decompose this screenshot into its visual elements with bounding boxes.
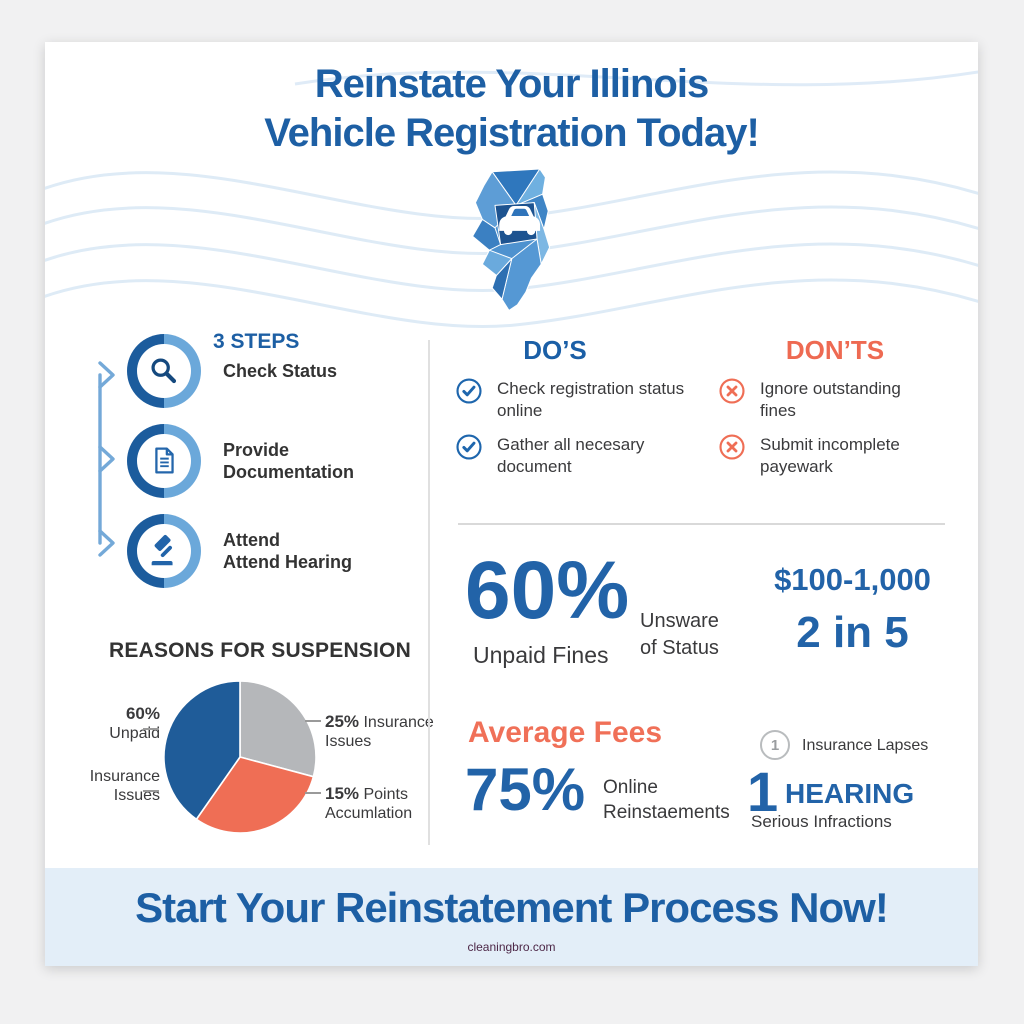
insurance-lapses-label: Insurance Lapses xyxy=(802,737,929,754)
serious-infractions-label: Serious Infractions xyxy=(751,812,892,831)
donts-heading: DON’TS xyxy=(785,335,885,365)
vertical-divider xyxy=(428,340,430,845)
suspension-pie xyxy=(163,680,317,834)
pie-tick xyxy=(143,790,159,792)
cta-text: Start Your Reinstatement Process Now! xyxy=(135,884,889,931)
suspension-pie-area: 60% Unpaid Insurance Issues 25% Insuranc… xyxy=(65,672,465,902)
pie-chart-title: REASONS FOR SUSPENSION xyxy=(109,639,411,662)
dos-heading: DO’S xyxy=(523,335,587,365)
do-item: Check registration status online xyxy=(455,378,705,422)
do-item-text: Check registration status online xyxy=(497,379,685,421)
check-circle-icon xyxy=(456,434,482,460)
pie-label-unpaid: 60% Unpaid xyxy=(109,704,160,743)
stat-two-in-five: 2 in 5 xyxy=(796,608,909,657)
stat-fee-range: $100-1,000 xyxy=(774,562,931,597)
stat-unpaid-pct: 60% xyxy=(465,545,630,636)
horizontal-divider xyxy=(458,523,945,525)
hearing-label: HEARING xyxy=(785,778,915,809)
average-fees-heading: Average Fees xyxy=(468,716,663,749)
dont-item-text: Submit incomplete payewark xyxy=(760,435,900,477)
pie-label-insurance-left: Insurance Issues xyxy=(89,768,160,805)
step-attend-hearing: Attend Attend Hearing xyxy=(127,514,354,588)
dont-item-text: Ignore outstanding fines xyxy=(760,379,901,421)
steps-bracket xyxy=(98,361,115,557)
step-label: Check Status xyxy=(223,360,338,381)
cta-banner: Start Your Reinstatement Process Now! cl… xyxy=(45,868,978,966)
number-one-badge: 1 xyxy=(760,730,790,760)
document-icon xyxy=(155,447,174,474)
pie-tick xyxy=(143,728,159,730)
check-circle-icon xyxy=(456,378,482,404)
step-check-status: Check Status xyxy=(127,334,354,408)
gavel-icon xyxy=(151,534,173,566)
cross-circle-icon xyxy=(719,378,745,404)
dont-item: Submit incomplete payewark xyxy=(718,434,928,478)
infographic-card: Reinstate Your Illinois Vehicle Registra… xyxy=(45,42,978,966)
cross-circle-icon xyxy=(719,434,745,460)
page-title: Reinstate Your Illinois Vehicle Registra… xyxy=(45,60,978,158)
magnifier-icon xyxy=(151,358,177,384)
illinois-map xyxy=(453,164,593,314)
stat-online-pct: 75% xyxy=(465,756,586,823)
stat-unpaid-label: Unpaid Fines xyxy=(473,642,609,668)
dont-item: Ignore outstanding fines xyxy=(718,378,928,422)
car-icon xyxy=(499,205,541,236)
pie-tick xyxy=(305,792,321,794)
pie-tick xyxy=(305,720,321,722)
stat-unaware-label: Unsware of Status xyxy=(640,610,719,659)
step-label: Attend Attend Hearing xyxy=(223,529,353,573)
page-title-line1: Reinstate Your Illinois xyxy=(314,62,709,106)
page-title-line2: Vehicle Registration Today! xyxy=(264,111,760,155)
step-label: Provide Documentation xyxy=(223,439,355,483)
pie-label-insurance-right: 25% Insurance Issues xyxy=(325,712,434,751)
stat-online-label: Online Reinstaements xyxy=(603,777,730,823)
site-url: cleaningbro.com xyxy=(467,940,556,954)
do-item: Gather all necesary document xyxy=(455,434,715,478)
steps-list: Check Status Provide Documentation xyxy=(127,334,354,588)
do-item-text: Gather all necesary document xyxy=(497,435,645,477)
step-provide-documentation: Provide Documentation xyxy=(127,424,354,498)
steps-heading: 3 STEPS xyxy=(213,330,300,353)
hearing-count: 1 xyxy=(747,760,779,823)
pie-label-points: 15% Points Accumlation xyxy=(325,784,413,823)
